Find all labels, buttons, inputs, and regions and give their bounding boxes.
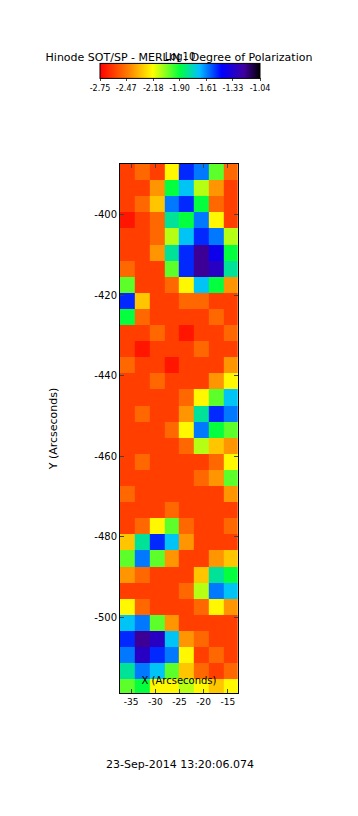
svg-text:X (Arcseconds): X (Arcseconds) (142, 676, 217, 687)
svg-text:-1.33: -1.33 (223, 84, 244, 93)
svg-text:-2.47: -2.47 (116, 84, 137, 93)
svg-text:-2.75: -2.75 (90, 84, 111, 93)
svg-text:-500: -500 (94, 612, 117, 623)
svg-text:-1.04: -1.04 (250, 84, 271, 93)
svg-text:-1.61: -1.61 (196, 84, 217, 93)
svg-text:Hinode SOT/SP - MERLIN : Degre: Hinode SOT/SP - MERLIN : Degree of Polar… (46, 51, 313, 64)
svg-text:-480: -480 (94, 531, 117, 542)
svg-text:-440: -440 (94, 370, 117, 381)
svg-text:Y (Arcseconds): Y (Arcseconds) (47, 388, 60, 471)
svg-text:-35: -35 (124, 697, 139, 707)
svg-text:Log10: Log10 (165, 51, 196, 62)
svg-text:-30: -30 (148, 697, 163, 707)
svg-text:-25: -25 (172, 697, 187, 707)
svg-text:-400: -400 (94, 209, 117, 220)
svg-text:23-Sep-2014 13:20:06.074: 23-Sep-2014 13:20:06.074 (106, 758, 254, 771)
svg-text:-460: -460 (94, 451, 117, 462)
svg-text:-2.18: -2.18 (143, 84, 164, 93)
svg-text:-15: -15 (220, 697, 235, 707)
svg-text:-1.90: -1.90 (169, 84, 190, 93)
svg-text:-420: -420 (94, 290, 117, 301)
svg-text:-20: -20 (196, 697, 211, 707)
